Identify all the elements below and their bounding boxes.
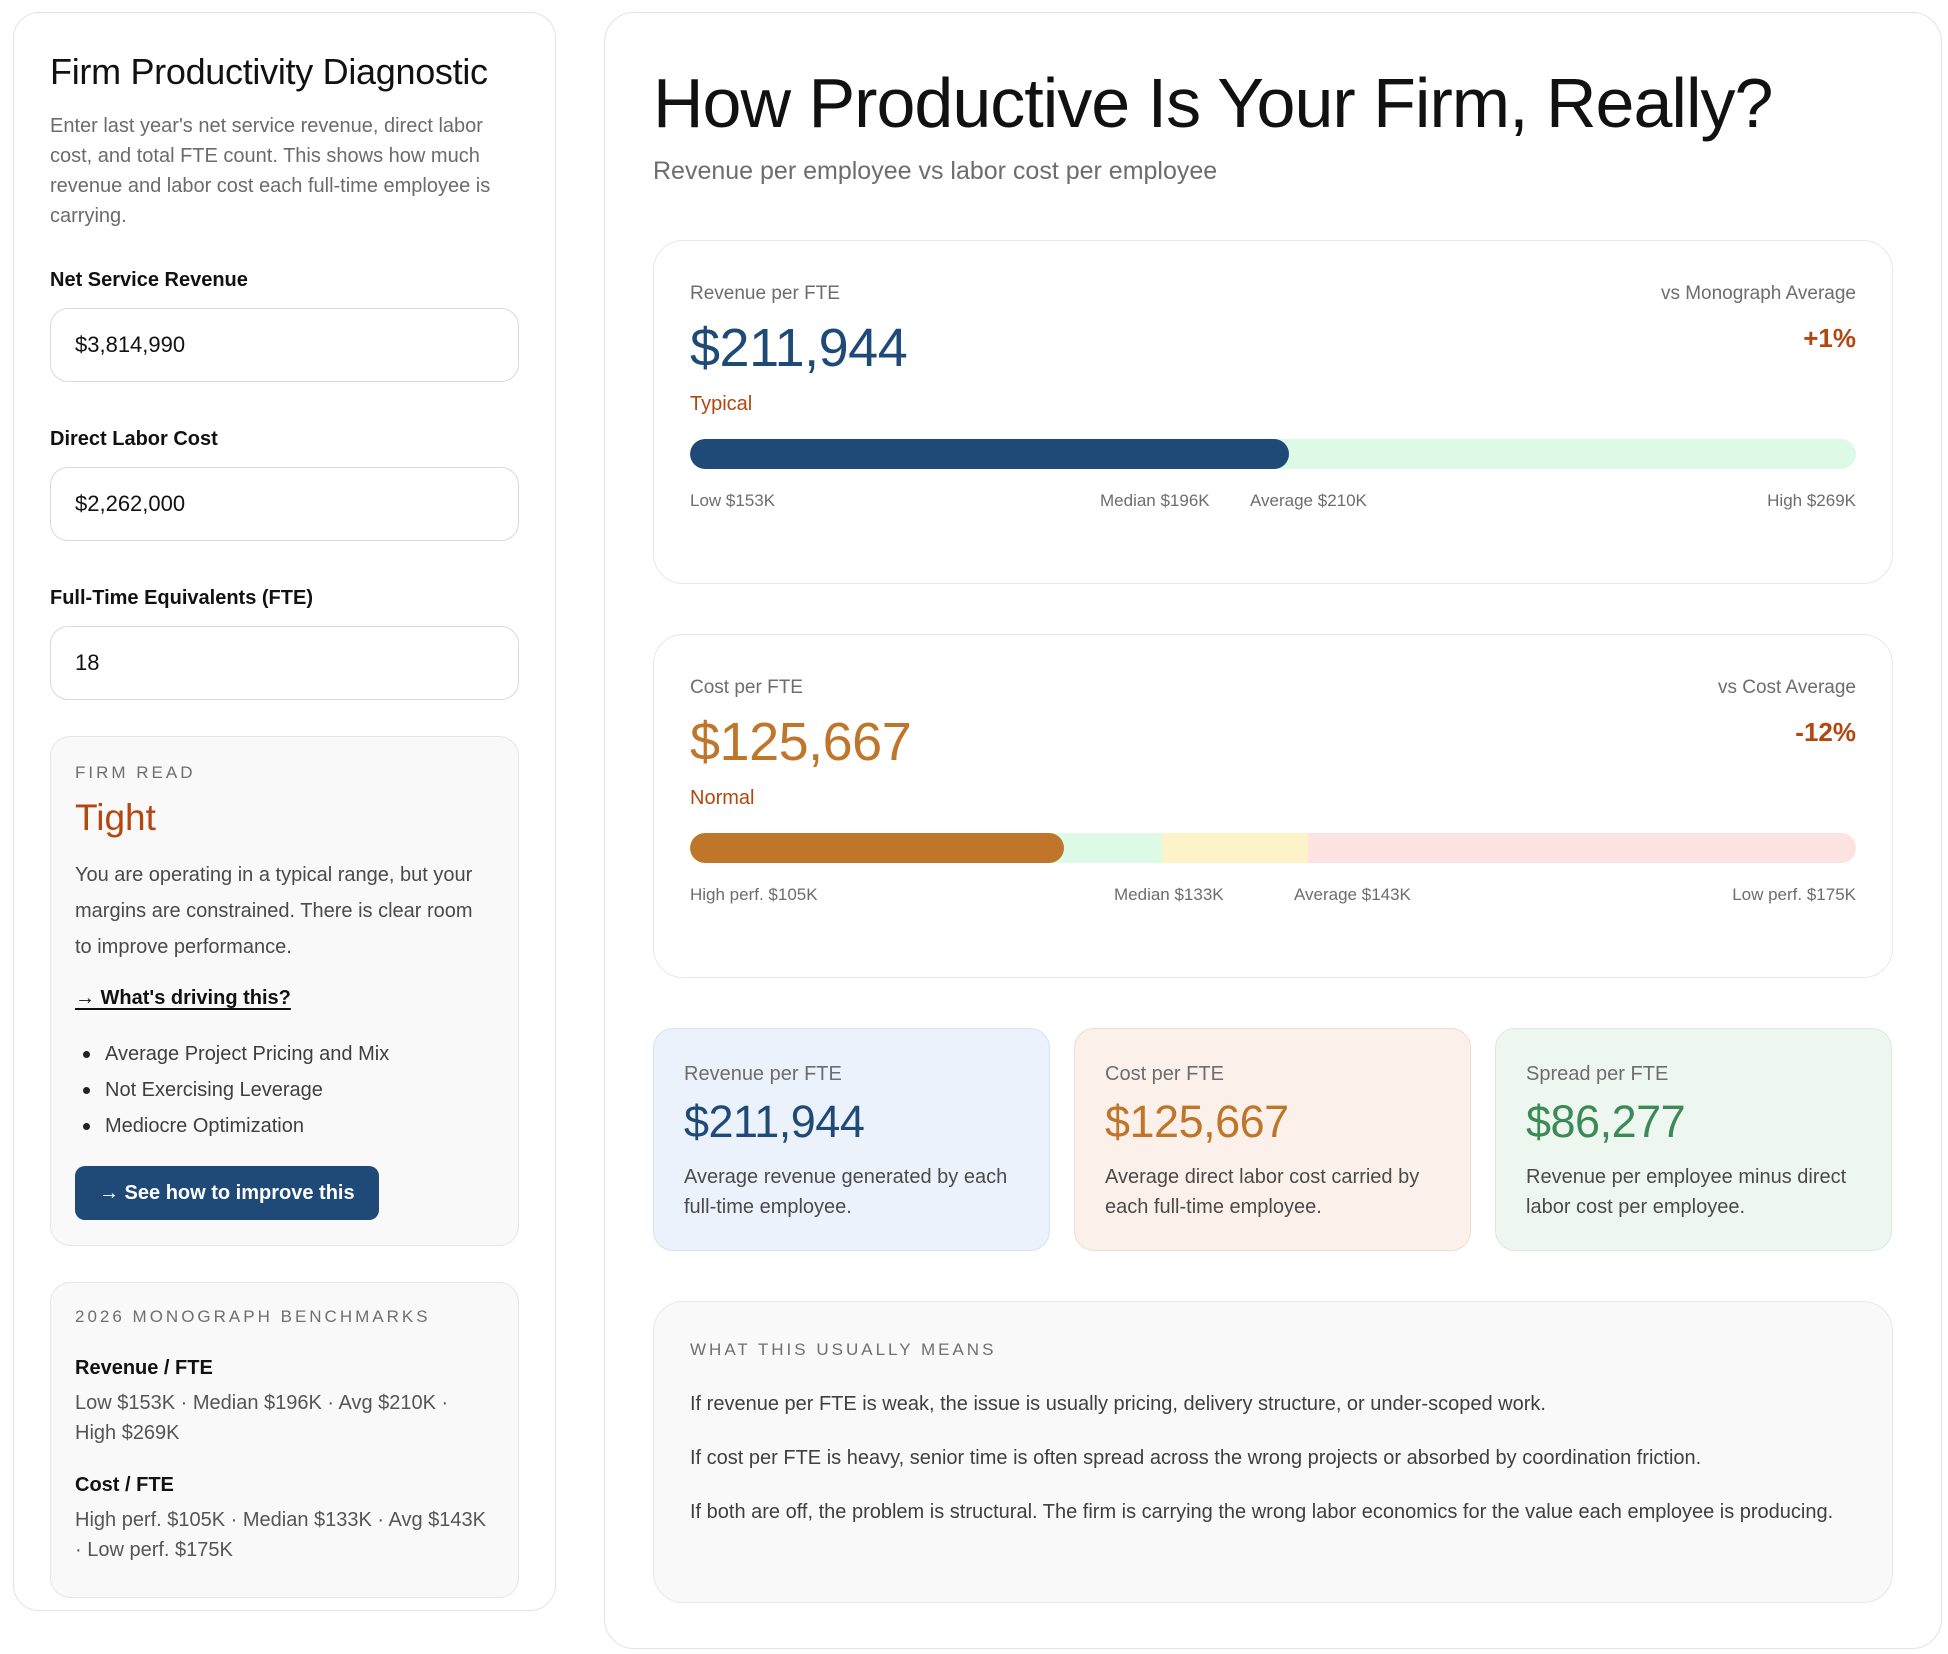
revenue-tick-high: High $269K xyxy=(1767,491,1856,510)
fte-input[interactable] xyxy=(50,626,519,700)
cost-card-value: $125,667 xyxy=(690,712,912,772)
cost-tick-average: Average $143K xyxy=(1294,885,1411,904)
benchmarks-card: 2026 MONOGRAPH BENCHMARKS Revenue / FTE … xyxy=(50,1282,519,1598)
revenue-card-label: Revenue per FTE xyxy=(690,283,840,304)
summary-description: Average revenue generated by each full-t… xyxy=(684,1166,1008,1218)
firm-read-eyebrow: FIRM READ xyxy=(75,763,196,782)
whats-driving-link[interactable]: → What's driving this? xyxy=(75,987,291,1009)
driver-list: Average Project Pricing and Mix Not Exer… xyxy=(75,1036,494,1144)
revenue-input[interactable] xyxy=(50,308,519,382)
driver-item: Average Project Pricing and Mix xyxy=(75,1036,494,1072)
summary-card-spread: Spread per FTE $86,277 Revenue per emplo… xyxy=(1495,1028,1892,1251)
labor-cost-input[interactable] xyxy=(50,467,519,541)
summary-label: Cost per FTE xyxy=(1105,1063,1224,1085)
revenue-bar-fill xyxy=(690,439,1290,469)
cost-tick-median: Median $133K xyxy=(1114,885,1224,904)
cost-zone-high xyxy=(1308,833,1856,863)
revenue-comparison-value: +1% xyxy=(1803,323,1856,353)
firm-read-verdict: Tight xyxy=(75,797,156,838)
revenue-benchmark-heading: Revenue / FTE xyxy=(75,1357,213,1379)
summary-value: $86,277 xyxy=(1526,1096,1686,1147)
summary-label: Revenue per FTE xyxy=(684,1063,842,1085)
cost-benchmark-heading: Cost / FTE xyxy=(75,1474,174,1496)
revenue-comparison-label: vs Monograph Average xyxy=(1660,283,1856,304)
summary-value: $125,667 xyxy=(1105,1096,1289,1147)
cost-benchmark-text: High perf. $105K · Median $133K · Avg $1… xyxy=(75,1509,487,1561)
cost-zone-mid xyxy=(1162,833,1308,863)
revenue-comparison: vs Monograph Average +1% xyxy=(1661,283,1856,354)
cost-tick-low: High perf. $105K xyxy=(690,885,818,904)
summary-card-revenue: Revenue per FTE $211,944 Average revenue… xyxy=(653,1028,1050,1251)
see-how-to-improve-button[interactable]: → See how to improve this xyxy=(75,1166,379,1220)
page-subtitle: Revenue per employee vs labor cost per e… xyxy=(653,157,1218,185)
summary-card-cost: Cost per FTE $125,667 Average direct lab… xyxy=(1074,1028,1471,1251)
revenue-card-status: Typical xyxy=(690,393,753,415)
labor-cost-field-label: Direct Labor Cost xyxy=(50,428,218,450)
sidebar-title: Firm Productivity Diagnostic xyxy=(50,51,488,92)
summary-description: Revenue per employee minus direct labor … xyxy=(1526,1166,1847,1218)
means-paragraph: If cost per FTE is heavy, senior time is… xyxy=(690,1447,1702,1469)
driver-item: Not Exercising Leverage xyxy=(75,1072,494,1108)
cost-comparison: vs Cost Average -12% xyxy=(1718,677,1856,748)
benchmarks-eyebrow: 2026 MONOGRAPH BENCHMARKS xyxy=(75,1307,431,1326)
cost-comparison-value: -12% xyxy=(1795,717,1856,747)
summary-label: Spread per FTE xyxy=(1526,1063,1669,1085)
summary-value: $211,944 xyxy=(684,1096,865,1147)
cost-per-fte-card: Cost per FTE $125,667 Normal vs Cost Ave… xyxy=(653,634,1893,978)
cost-card-status: Normal xyxy=(690,787,755,809)
what-this-means-card: WHAT THIS USUALLY MEANS If revenue per F… xyxy=(653,1301,1893,1603)
revenue-card-value: $211,944 xyxy=(690,318,908,378)
revenue-field-label: Net Service Revenue xyxy=(50,269,248,291)
summary-cards: Revenue per FTE $211,944 Average revenue… xyxy=(653,1028,1893,1251)
firm-read-card: FIRM READ Tight You are operating in a t… xyxy=(50,736,519,1246)
cost-bar-fill xyxy=(690,833,1065,863)
cost-range-bar xyxy=(690,833,1856,863)
revenue-per-fte-card: Revenue per FTE $211,944 Typical vs Mono… xyxy=(653,240,1893,584)
revenue-tick-low: Low $153K xyxy=(690,491,776,510)
page-title: How Productive Is Your Firm, Really? xyxy=(653,64,1773,142)
cost-tick-high: Low perf. $175K xyxy=(1732,885,1856,904)
sidebar-description: Enter last year's net service revenue, d… xyxy=(50,115,491,227)
revenue-benchmark-text: Low $153K · Median $196K · Avg $210K · H… xyxy=(75,1392,449,1444)
driver-item: Mediocre Optimization xyxy=(75,1108,494,1144)
cost-card-label: Cost per FTE xyxy=(690,677,803,698)
revenue-tick-average: Average $210K xyxy=(1250,491,1367,510)
means-paragraph: If both are off, the problem is structur… xyxy=(690,1501,1834,1523)
cost-comparison-label: vs Cost Average xyxy=(1717,677,1856,698)
fte-field-label: Full-Time Equivalents (FTE) xyxy=(50,587,313,609)
input-sidebar: Firm Productivity Diagnostic Enter last … xyxy=(13,12,556,1611)
firm-read-text: You are operating in a typical range, bu… xyxy=(75,864,473,958)
revenue-tick-median: Median $196K xyxy=(1100,491,1210,510)
means-eyebrow: WHAT THIS USUALLY MEANS xyxy=(690,1340,997,1359)
revenue-range-bar xyxy=(690,439,1856,469)
means-paragraph: If revenue per FTE is weak, the issue is… xyxy=(690,1393,1546,1415)
results-panel: How Productive Is Your Firm, Really? Rev… xyxy=(604,12,1942,1649)
summary-description: Average direct labor cost carried by eac… xyxy=(1105,1166,1420,1218)
